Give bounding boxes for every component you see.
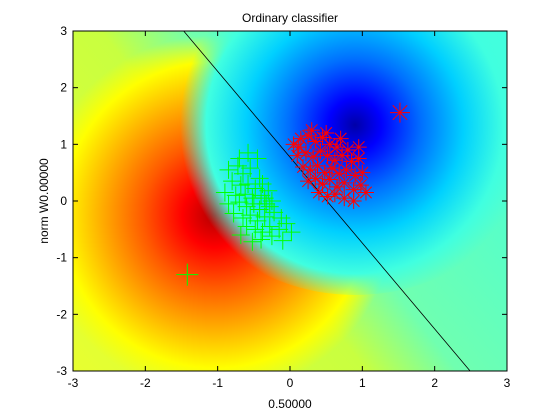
plus-marker: [230, 193, 249, 212]
plot-area: [73, 31, 507, 371]
plus-marker: [228, 156, 247, 175]
star-marker: [290, 139, 307, 156]
plus-marker: [219, 194, 238, 213]
chart-title: Ordinary classifier: [242, 11, 338, 25]
star-marker: [329, 139, 346, 156]
plus-marker: [237, 197, 256, 216]
star-marker: [389, 102, 410, 123]
star-marker: [318, 125, 335, 141]
y-tick-label: -1: [56, 251, 67, 265]
plus-marker: [273, 231, 292, 250]
plus-marker: [231, 226, 250, 244]
x-tick-label: -1: [212, 376, 223, 390]
plus-marker: [176, 263, 199, 286]
star-marker: [345, 181, 362, 198]
decision-boundary-line: [183, 31, 471, 371]
star-marker: [343, 153, 360, 170]
plus-marker: [255, 189, 274, 208]
star-marker: [295, 159, 312, 175]
star-marker: [338, 161, 355, 178]
x-tick-label: 0: [287, 376, 294, 390]
x-tick-label: 2: [431, 376, 438, 390]
star-marker: [312, 143, 329, 160]
plus-marker: [248, 211, 267, 230]
series-plus-markers: [176, 143, 301, 286]
series-star-markers: [285, 102, 410, 209]
y-tick-label: -3: [56, 364, 67, 378]
star-marker: [347, 167, 364, 184]
plus-marker: [262, 227, 281, 246]
y-tick-label: -2: [56, 307, 67, 321]
plus-marker: [243, 232, 262, 251]
y-tick-label: 3: [60, 24, 67, 38]
star-marker: [319, 188, 336, 205]
x-tick-label: 1: [359, 376, 366, 390]
plus-marker: [260, 217, 279, 236]
y-tick-label: 1: [60, 137, 67, 151]
plus-marker: [219, 160, 238, 179]
star-marker: [310, 184, 327, 201]
y-axis-ticks: -3 -2 -1 0 1 2 3: [56, 24, 507, 378]
x-axis-label: 0.50000: [268, 397, 312, 411]
y-axis-label: norm W0.00000: [37, 158, 51, 244]
plus-marker: [248, 149, 267, 168]
plus-marker: [233, 209, 252, 227]
star-marker: [292, 130, 309, 147]
plus-marker: [224, 204, 243, 223]
plus-marker: [215, 183, 234, 202]
star-marker: [323, 160, 340, 177]
star-marker: [345, 193, 362, 209]
x-axis-ticks: -3 -2 -1 0 1 2 3: [68, 31, 511, 390]
plus-marker: [282, 223, 301, 242]
plus-marker: [260, 197, 279, 216]
plus-marker: [255, 207, 274, 226]
plus-marker: [241, 159, 260, 178]
y-tick-label: 2: [60, 81, 67, 95]
star-marker: [334, 147, 351, 164]
plus-marker: [230, 149, 249, 168]
plus-marker: [277, 214, 296, 233]
star-marker: [336, 174, 353, 191]
x-tick-label: -2: [140, 376, 151, 390]
plus-marker: [226, 186, 245, 205]
star-marker: [354, 164, 371, 181]
star-marker: [357, 184, 374, 201]
star-marker: [319, 147, 336, 164]
plus-marker: [252, 230, 271, 249]
y-tick-label: 0: [60, 194, 67, 208]
star-marker: [352, 177, 369, 194]
star-marker: [336, 190, 353, 207]
x-tick-label: -3: [68, 376, 79, 390]
star-marker: [332, 130, 349, 147]
plus-marker: [231, 176, 250, 195]
star-marker: [300, 173, 317, 190]
plus-marker: [259, 181, 278, 200]
star-marker: [326, 152, 343, 169]
plus-marker: [223, 172, 242, 191]
star-marker: [350, 139, 367, 156]
x-tick-label: 3: [504, 376, 511, 390]
star-marker: [303, 122, 320, 139]
plus-marker: [252, 186, 271, 205]
plus-marker: [246, 220, 265, 239]
